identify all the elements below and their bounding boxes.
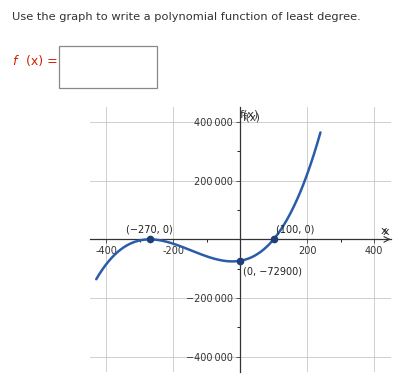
Text: (0, −72900): (0, −72900) [243, 266, 302, 276]
Text: x: x [380, 226, 387, 236]
Text: Use the graph to write a polynomial function of least degree.: Use the graph to write a polynomial func… [12, 12, 361, 22]
Text: (x) =: (x) = [26, 55, 58, 68]
Text: f(x): f(x) [240, 109, 260, 119]
FancyBboxPatch shape [59, 46, 157, 88]
Text: x: x [383, 227, 389, 237]
Text: f: f [12, 55, 17, 68]
Text: (−270, 0): (−270, 0) [127, 224, 173, 234]
Text: (100, 0): (100, 0) [276, 224, 315, 234]
Text: f(x): f(x) [243, 113, 260, 123]
